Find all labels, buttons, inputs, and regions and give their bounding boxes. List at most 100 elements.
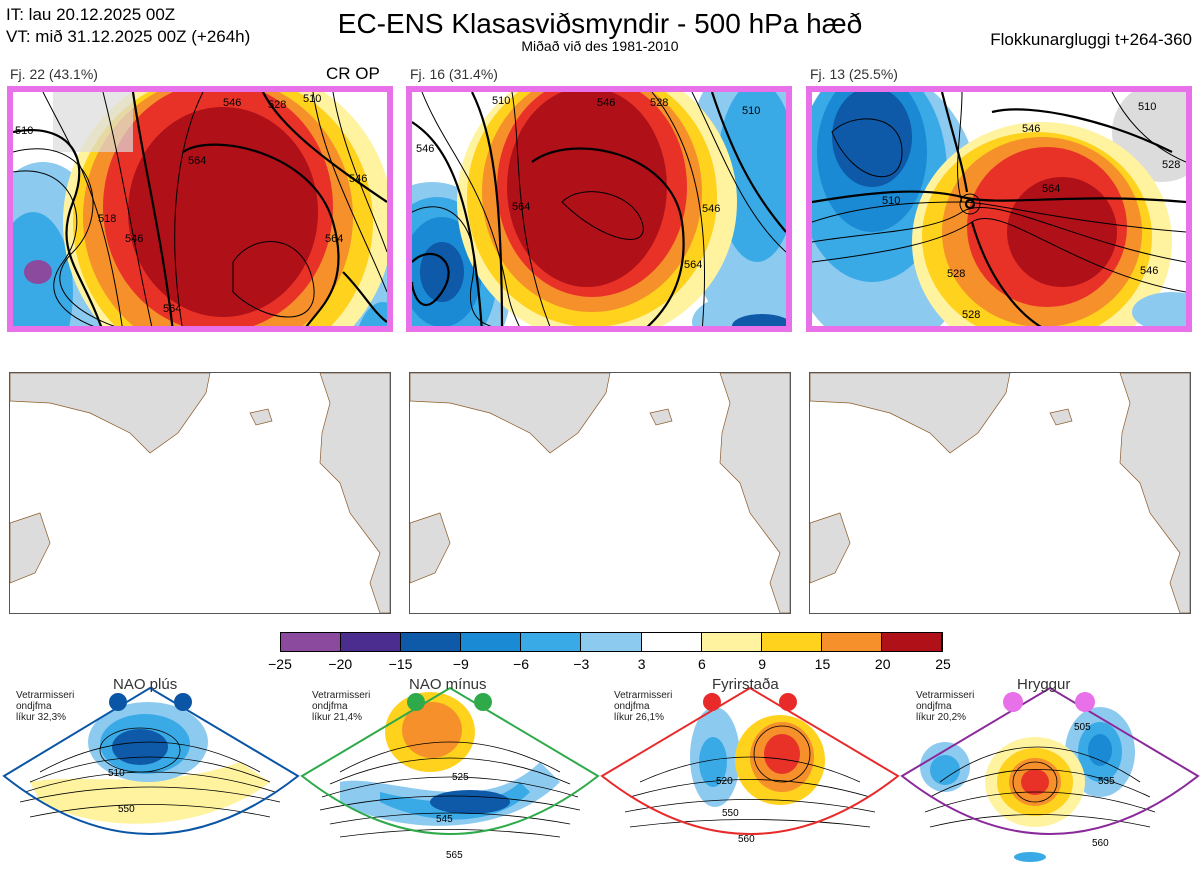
regime-name-nao-plus: NAO plús <box>113 676 178 693</box>
contour-label: 528 <box>962 309 980 321</box>
colorbar-segment <box>641 633 702 651</box>
colorbar-tick-label: 6 <box>698 656 706 672</box>
colorbar-segment <box>281 633 342 651</box>
cluster-map-2: 546 510 528 564 546 564 546 510 <box>406 86 792 332</box>
regime-row: 510 550 525 545 565 <box>0 672 1200 871</box>
colorbar-tick-label: 3 <box>637 656 646 672</box>
cluster-map-3-svg: 510 528 546 564 510 528 528 546 <box>812 92 1186 326</box>
regime-info-ridge: Vetrarmisseri ondjfma líkur 20,2% <box>916 690 975 723</box>
cluster-label-1: Fj. 22 (43.1%) <box>10 66 98 82</box>
colorbar-tick-label: 25 <box>935 656 951 672</box>
cluster-map-1-svg: 510 518 546 564 546 510 528 546 564 564 <box>13 92 387 326</box>
cluster-label-2: Fj. 16 (31.4%) <box>410 66 498 82</box>
cluster-tag-1: CR OP <box>326 64 380 83</box>
colorbar-segment <box>461 633 522 651</box>
contour-label: 518 <box>98 213 116 225</box>
regime-dot-ridge-1 <box>1003 692 1023 712</box>
colorbar-segment <box>401 633 462 651</box>
base-map-3 <box>809 372 1191 614</box>
colorbar-segment <box>821 633 882 651</box>
contour-label: 510 <box>492 95 510 107</box>
contour-label: 528 <box>268 99 286 111</box>
regime-name-ridge: Hryggur <box>1017 676 1071 693</box>
contour-label: 564 <box>1042 183 1060 195</box>
contour-label: 564 <box>188 155 206 167</box>
contour-label: 510 <box>742 105 760 117</box>
contour-label: 510 <box>1138 101 1156 113</box>
contour-label: 528 <box>650 97 668 109</box>
colorbar-tick-label: −3 <box>573 656 590 672</box>
base-map-3-svg <box>810 373 1190 613</box>
regime-dot-ridge-2 <box>1075 692 1095 712</box>
contour-label: 510 <box>882 195 900 207</box>
colorbar-tick-label: 15 <box>814 656 831 672</box>
colorbar-segment <box>761 633 822 651</box>
contour-label: 546 <box>223 97 241 109</box>
regime-dot-nao-minus-2 <box>474 693 492 711</box>
contour-label: 560 <box>738 834 755 845</box>
header-info: IT: lau 20.12.2025 00Z VT: mið 31.12.202… <box>6 4 250 48</box>
regime-name-blocking: Fyrirstaða <box>712 676 779 693</box>
colorbar <box>280 632 943 652</box>
contour-label: 560 <box>1092 838 1109 849</box>
regime-info-blocking: Vetrarmisseri ondjfma líkur 26,1% <box>614 690 673 723</box>
colorbar-segment <box>701 633 762 651</box>
chart-subtitle: Miðað við des 1981-2010 <box>521 38 679 54</box>
valid-time: VT: mið 31.12.2025 00Z (+264h) <box>6 27 251 46</box>
contour-label: 520 <box>716 776 733 787</box>
contour-label: 546 <box>349 173 367 185</box>
colorbar-segment <box>581 633 642 651</box>
contour-label: 546 <box>416 143 434 155</box>
regime-dot-nao-minus-1 <box>407 693 425 711</box>
regime-blocking: 520 550 560 <box>600 686 900 845</box>
base-map-1 <box>9 372 391 614</box>
classification-window: Flokkunargluggi t+264-360 <box>990 30 1192 49</box>
colorbar-segment <box>881 633 943 651</box>
contour-label: 505 <box>1074 722 1091 733</box>
contour-label: 528 <box>947 268 965 280</box>
contour-label: 546 <box>702 203 720 215</box>
base-map-2 <box>409 372 791 614</box>
cluster-map-2-svg: 546 510 528 564 546 564 546 510 <box>412 92 786 326</box>
regime-dot-blocking-2 <box>779 693 797 711</box>
colorbar-tick-label: −25 <box>268 656 292 672</box>
contour-label: 525 <box>452 772 469 783</box>
colorbar-segment <box>521 633 582 651</box>
colorbar-tick-label: −20 <box>328 656 353 672</box>
colorbar-tick-label: 9 <box>758 656 767 672</box>
contour-label: 535 <box>1098 776 1115 787</box>
contour-label: 510 <box>108 768 125 779</box>
regime-dot-blocking-1 <box>703 693 721 711</box>
contour-label: 564 <box>512 201 530 213</box>
regime-info-nao-minus: Vetrarmisseri ondjfma líkur 21,4% <box>312 690 371 723</box>
regime-nao-plus: 510 550 <box>2 686 300 835</box>
contour-label: 546 <box>1022 123 1040 135</box>
colorbar-tick-label: −6 <box>513 656 530 672</box>
regime-name-nao-minus: NAO mínus <box>409 676 487 693</box>
contour-label: 550 <box>722 808 739 819</box>
contour-label: 546 <box>125 233 143 245</box>
regime-info-nao-plus: Vetrarmisseri ondjfma líkur 32,3% <box>16 690 75 723</box>
regime-svg: 510 550 525 545 565 <box>2 686 1200 862</box>
contour-label: 510 <box>303 93 321 105</box>
colorbar-segment <box>341 633 402 651</box>
colorbar-tick-label: −15 <box>388 656 413 672</box>
contour-label: 545 <box>436 814 453 825</box>
colorbar-tick-label: −9 <box>452 656 469 672</box>
regime-dot-nao-plus-2 <box>174 693 192 711</box>
base-map-1-svg <box>10 373 390 613</box>
contour-label: 564 <box>684 259 702 271</box>
issue-time: IT: lau 20.12.2025 00Z <box>6 5 176 24</box>
regime-nao-minus: 525 545 565 <box>300 686 600 861</box>
contour-label: 565 <box>446 850 463 861</box>
regime-ridge: 505 535 560 <box>900 686 1200 862</box>
regime-dot-nao-plus-1 <box>109 693 127 711</box>
contour-label: 528 <box>1162 159 1180 171</box>
contour-label: 546 <box>1140 265 1158 277</box>
cluster-label-3: Fj. 13 (25.5%) <box>810 66 898 82</box>
contour-label: 510 <box>15 125 33 137</box>
contour-label: 564 <box>325 233 343 245</box>
chart-title: EC-ENS Klasasviðsmyndir - 500 hPa hæð <box>337 8 863 39</box>
colorbar-tick-label: 20 <box>874 656 891 672</box>
base-map-2-svg <box>410 373 790 613</box>
